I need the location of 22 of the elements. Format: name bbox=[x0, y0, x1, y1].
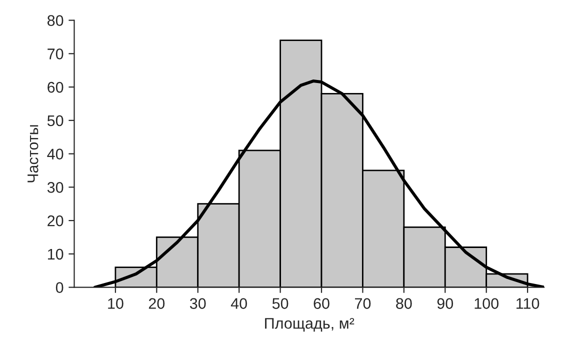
x-tick-label: 100 bbox=[474, 298, 498, 309]
x-tick-label: 40 bbox=[230, 298, 247, 309]
x-tick-label: 110 bbox=[516, 298, 540, 309]
x-tick-label: 80 bbox=[396, 298, 412, 309]
y-tick-label: 10 bbox=[48, 248, 64, 260]
y-tick-label: 20 bbox=[48, 215, 64, 226]
x-tick-label: 50 bbox=[272, 298, 288, 309]
x-tick-label: 60 bbox=[314, 298, 330, 309]
y-tick-label: 30 bbox=[47, 182, 64, 193]
x-tick-label: 30 bbox=[190, 298, 206, 309]
y-tick-label: 40 bbox=[47, 148, 64, 160]
x-axis-title: Площадь, м² bbox=[265, 318, 354, 332]
y-tick-label: 70 bbox=[48, 48, 64, 60]
x-tick-label: 90 bbox=[437, 298, 454, 309]
x-tick-label: 10 bbox=[108, 298, 124, 309]
y-tick-label: 0 bbox=[56, 282, 64, 293]
x-tick-label: 70 bbox=[355, 298, 371, 309]
y-tick-label: 60 bbox=[48, 82, 64, 93]
x-tick-label: 20 bbox=[148, 298, 165, 309]
y-tick-label: 50 bbox=[47, 115, 64, 126]
y-axis-title: Частоты bbox=[28, 125, 38, 182]
y-tick-label: 80 bbox=[47, 15, 64, 26]
